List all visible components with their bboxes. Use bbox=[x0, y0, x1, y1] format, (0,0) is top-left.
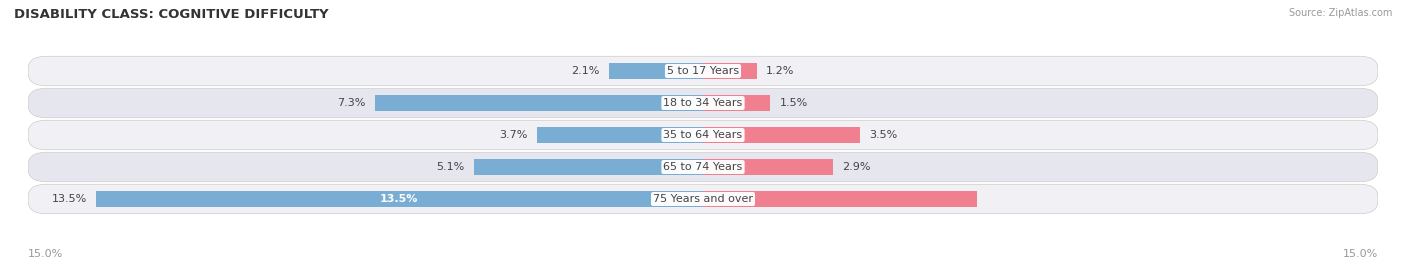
Text: 2.9%: 2.9% bbox=[842, 162, 870, 172]
Text: 35 to 64 Years: 35 to 64 Years bbox=[664, 130, 742, 140]
Text: Source: ZipAtlas.com: Source: ZipAtlas.com bbox=[1288, 8, 1392, 18]
Text: 3.7%: 3.7% bbox=[499, 130, 527, 140]
Bar bbox=[703, 159, 834, 175]
Bar bbox=[374, 95, 703, 111]
Text: 7.3%: 7.3% bbox=[337, 98, 366, 108]
Bar bbox=[703, 127, 860, 143]
Text: 5.1%: 5.1% bbox=[436, 162, 464, 172]
Bar bbox=[703, 63, 756, 79]
Bar bbox=[703, 191, 977, 207]
FancyBboxPatch shape bbox=[28, 88, 1378, 118]
Text: 13.5%: 13.5% bbox=[52, 194, 87, 204]
Bar bbox=[703, 95, 770, 111]
Text: 1.5%: 1.5% bbox=[779, 98, 807, 108]
Text: 3.5%: 3.5% bbox=[869, 130, 897, 140]
FancyBboxPatch shape bbox=[28, 56, 1378, 86]
Text: 5 to 17 Years: 5 to 17 Years bbox=[666, 66, 740, 76]
Text: 2.1%: 2.1% bbox=[571, 66, 599, 76]
Bar bbox=[609, 63, 703, 79]
FancyBboxPatch shape bbox=[28, 184, 1378, 214]
Bar bbox=[537, 127, 703, 143]
Text: 1.2%: 1.2% bbox=[766, 66, 794, 76]
Text: 65 to 74 Years: 65 to 74 Years bbox=[664, 162, 742, 172]
Text: 75 Years and over: 75 Years and over bbox=[652, 194, 754, 204]
Bar bbox=[474, 159, 703, 175]
Bar bbox=[96, 191, 703, 207]
Text: DISABILITY CLASS: COGNITIVE DIFFICULTY: DISABILITY CLASS: COGNITIVE DIFFICULTY bbox=[14, 8, 329, 21]
Text: 13.5%: 13.5% bbox=[380, 194, 419, 204]
Text: 15.0%: 15.0% bbox=[1343, 249, 1378, 259]
FancyBboxPatch shape bbox=[28, 120, 1378, 150]
Text: 15.0%: 15.0% bbox=[28, 249, 63, 259]
FancyBboxPatch shape bbox=[28, 152, 1378, 182]
Text: 18 to 34 Years: 18 to 34 Years bbox=[664, 98, 742, 108]
